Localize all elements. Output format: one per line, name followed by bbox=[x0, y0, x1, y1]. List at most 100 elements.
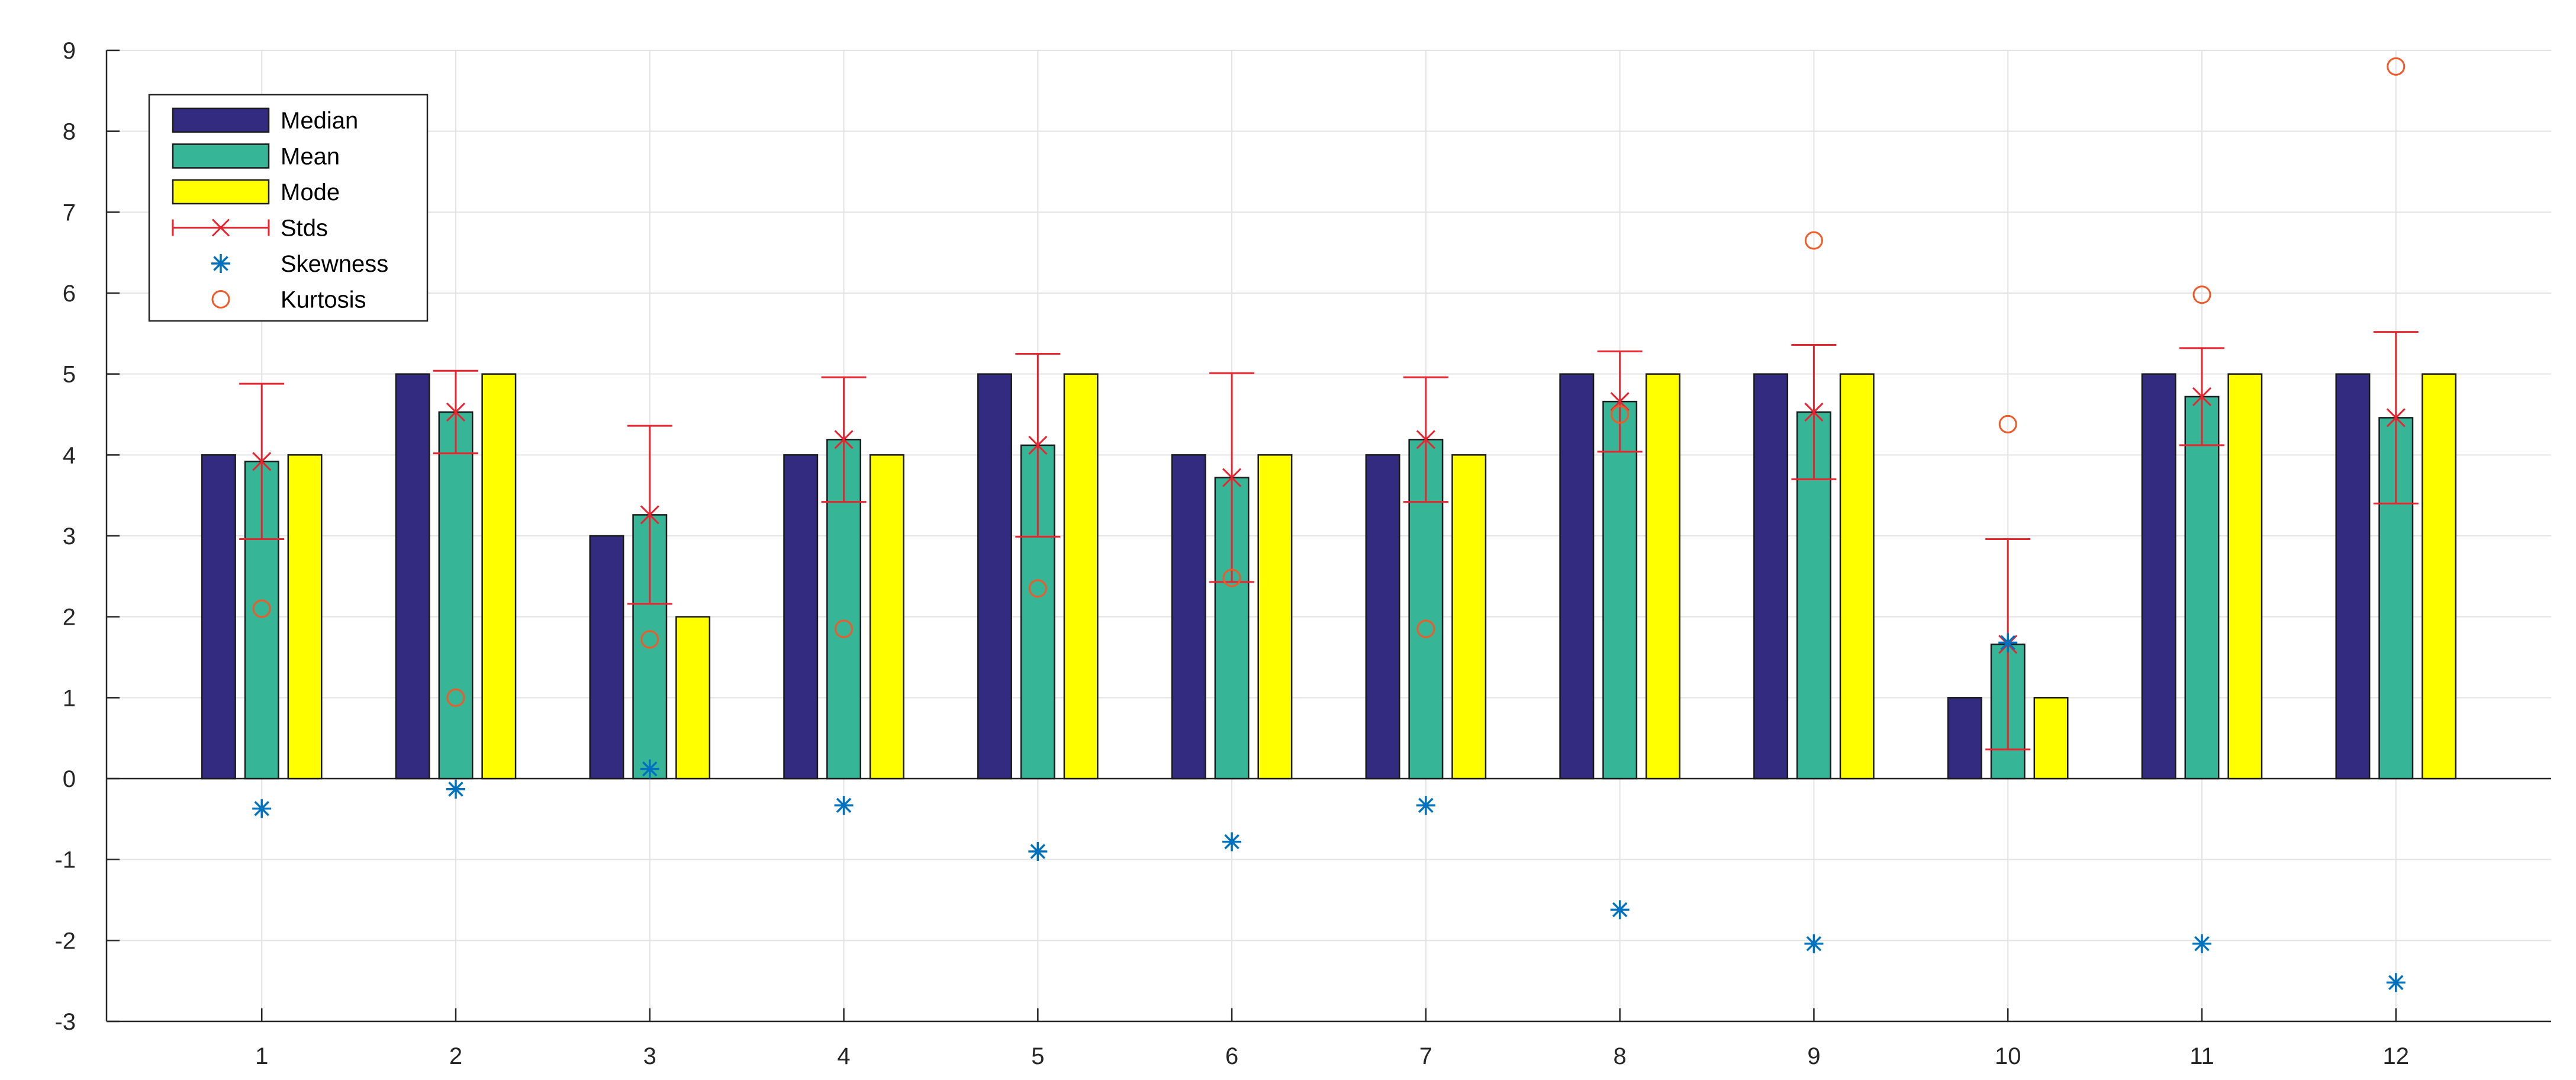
bar-mean bbox=[1602, 400, 1638, 780]
kurtosis-marker bbox=[1804, 231, 1823, 250]
bar-mode bbox=[1646, 373, 1680, 780]
y-tick-label: 5 bbox=[63, 362, 76, 388]
bar-mode bbox=[2227, 373, 2263, 780]
bar-median bbox=[395, 373, 430, 780]
bar-median bbox=[977, 373, 1012, 780]
bar-mode bbox=[1839, 373, 1875, 780]
error-bar-mean-marker bbox=[1222, 468, 1242, 487]
kurtosis-marker bbox=[640, 630, 659, 649]
kurtosis-marker bbox=[1416, 619, 1435, 638]
x-tick-label: 10 bbox=[1995, 1043, 2021, 1069]
bar-mode bbox=[2422, 373, 2457, 780]
y-tick-label: 3 bbox=[63, 523, 76, 549]
error-bar-mean-marker bbox=[2192, 387, 2212, 406]
x-tick-label: 8 bbox=[1614, 1043, 1627, 1069]
y-tick-label: -2 bbox=[54, 928, 76, 954]
x-tick-label: 11 bbox=[2189, 1043, 2214, 1069]
skewness-marker bbox=[252, 799, 272, 818]
x-tick-label: 4 bbox=[837, 1043, 850, 1069]
skewness-marker bbox=[640, 759, 659, 779]
x-tick-label: 9 bbox=[1807, 1043, 1820, 1069]
bar-mean bbox=[826, 439, 862, 780]
bar-median bbox=[1365, 454, 1400, 780]
skewness-marker bbox=[1222, 832, 1242, 851]
kurtosis-marker bbox=[252, 599, 271, 618]
legend-label-mode: Mode bbox=[281, 179, 340, 205]
bar-median bbox=[1559, 373, 1595, 780]
bar-median bbox=[783, 454, 819, 780]
skewness-marker bbox=[1028, 842, 1048, 861]
x-tick-label: 5 bbox=[1031, 1043, 1044, 1069]
bar-mean bbox=[2184, 396, 2220, 780]
x-tick-label: 1 bbox=[255, 1043, 268, 1069]
bar-mean bbox=[438, 411, 474, 780]
x-tick-label: 12 bbox=[2383, 1043, 2410, 1069]
legend-swatch-mean bbox=[172, 143, 270, 169]
error-bar-mean-marker bbox=[1028, 435, 1048, 455]
legend-swatch-kurtosis bbox=[211, 290, 230, 308]
bar-mode bbox=[481, 373, 517, 780]
kurtosis-marker bbox=[1611, 405, 1630, 424]
legend-swatch-skewness bbox=[211, 254, 230, 273]
bar-mode bbox=[2033, 697, 2069, 780]
y-tick-label: 1 bbox=[63, 685, 76, 711]
error-bars bbox=[239, 331, 2419, 751]
error-bar-mean-marker bbox=[1416, 430, 1435, 449]
skewness-marker bbox=[1610, 900, 1630, 920]
y-tick-label: 9 bbox=[63, 38, 76, 64]
error-bar-mean-marker bbox=[834, 430, 854, 449]
bars bbox=[201, 373, 2457, 780]
x-tick-label: 2 bbox=[449, 1043, 462, 1069]
skewness-marker bbox=[1998, 633, 2018, 652]
legend-swatch-stds-marker bbox=[211, 218, 230, 237]
error-bar-mean-marker bbox=[1804, 402, 1824, 422]
error-bar-mean-marker bbox=[446, 402, 466, 422]
kurtosis-marker bbox=[835, 619, 854, 638]
error-bar-mean-marker bbox=[640, 505, 659, 525]
bar-mode bbox=[1451, 454, 1487, 780]
y-tick-label: 2 bbox=[63, 605, 76, 631]
bar-median bbox=[1171, 454, 1206, 780]
y-tick-label: -1 bbox=[54, 847, 76, 873]
y-tick-label: 0 bbox=[63, 766, 76, 792]
bar-mode bbox=[675, 616, 711, 780]
legend-label-kurtosis: Kurtosis bbox=[281, 287, 366, 313]
x-tick-label: 3 bbox=[643, 1043, 656, 1069]
bar-median bbox=[589, 535, 624, 780]
y-tick-label: 6 bbox=[63, 281, 76, 307]
error-bar-mean-marker bbox=[1610, 392, 1630, 412]
bar-mode bbox=[1257, 454, 1293, 780]
legend-label-stds: Stds bbox=[281, 216, 328, 242]
kurtosis-marker bbox=[446, 688, 465, 707]
legend-swatch-median bbox=[172, 107, 270, 133]
bar-mode bbox=[287, 454, 323, 780]
y-tick-label: 7 bbox=[63, 200, 76, 226]
error-bar-mean-marker bbox=[252, 452, 272, 471]
skewness-marker bbox=[1416, 796, 1435, 815]
kurtosis-marker bbox=[1998, 414, 2017, 433]
y-tick-label: -3 bbox=[54, 1009, 76, 1035]
bar-median bbox=[1753, 373, 1789, 780]
legend-label-skewness: Skewness bbox=[281, 251, 388, 277]
skewness-marker bbox=[2386, 973, 2406, 992]
legend-swatch-mode bbox=[172, 179, 270, 205]
legend-label-mean: Mean bbox=[281, 144, 340, 170]
skewness-marker bbox=[2192, 934, 2211, 953]
bar-median bbox=[201, 454, 236, 780]
kurtosis-marker bbox=[1028, 579, 1047, 598]
y-tick-label: 4 bbox=[63, 442, 76, 468]
x-tick-label: 7 bbox=[1419, 1043, 1432, 1069]
kurtosis-marker bbox=[2192, 285, 2211, 304]
error-bar-mean-marker bbox=[2386, 408, 2406, 427]
bar-mode bbox=[869, 454, 904, 780]
skewness-marker bbox=[834, 796, 854, 815]
skewness-marker bbox=[1804, 934, 1824, 953]
bar-median bbox=[2141, 373, 2176, 780]
x-tick-label: 6 bbox=[1225, 1043, 1238, 1069]
bar-median bbox=[1947, 697, 1982, 780]
kurtosis-marker bbox=[2387, 57, 2406, 76]
y-tick-label: 8 bbox=[63, 119, 76, 145]
legend: Median Mean Mode Stds Skewness Kurtosis bbox=[148, 94, 429, 322]
kurtosis-marker bbox=[1222, 568, 1241, 587]
